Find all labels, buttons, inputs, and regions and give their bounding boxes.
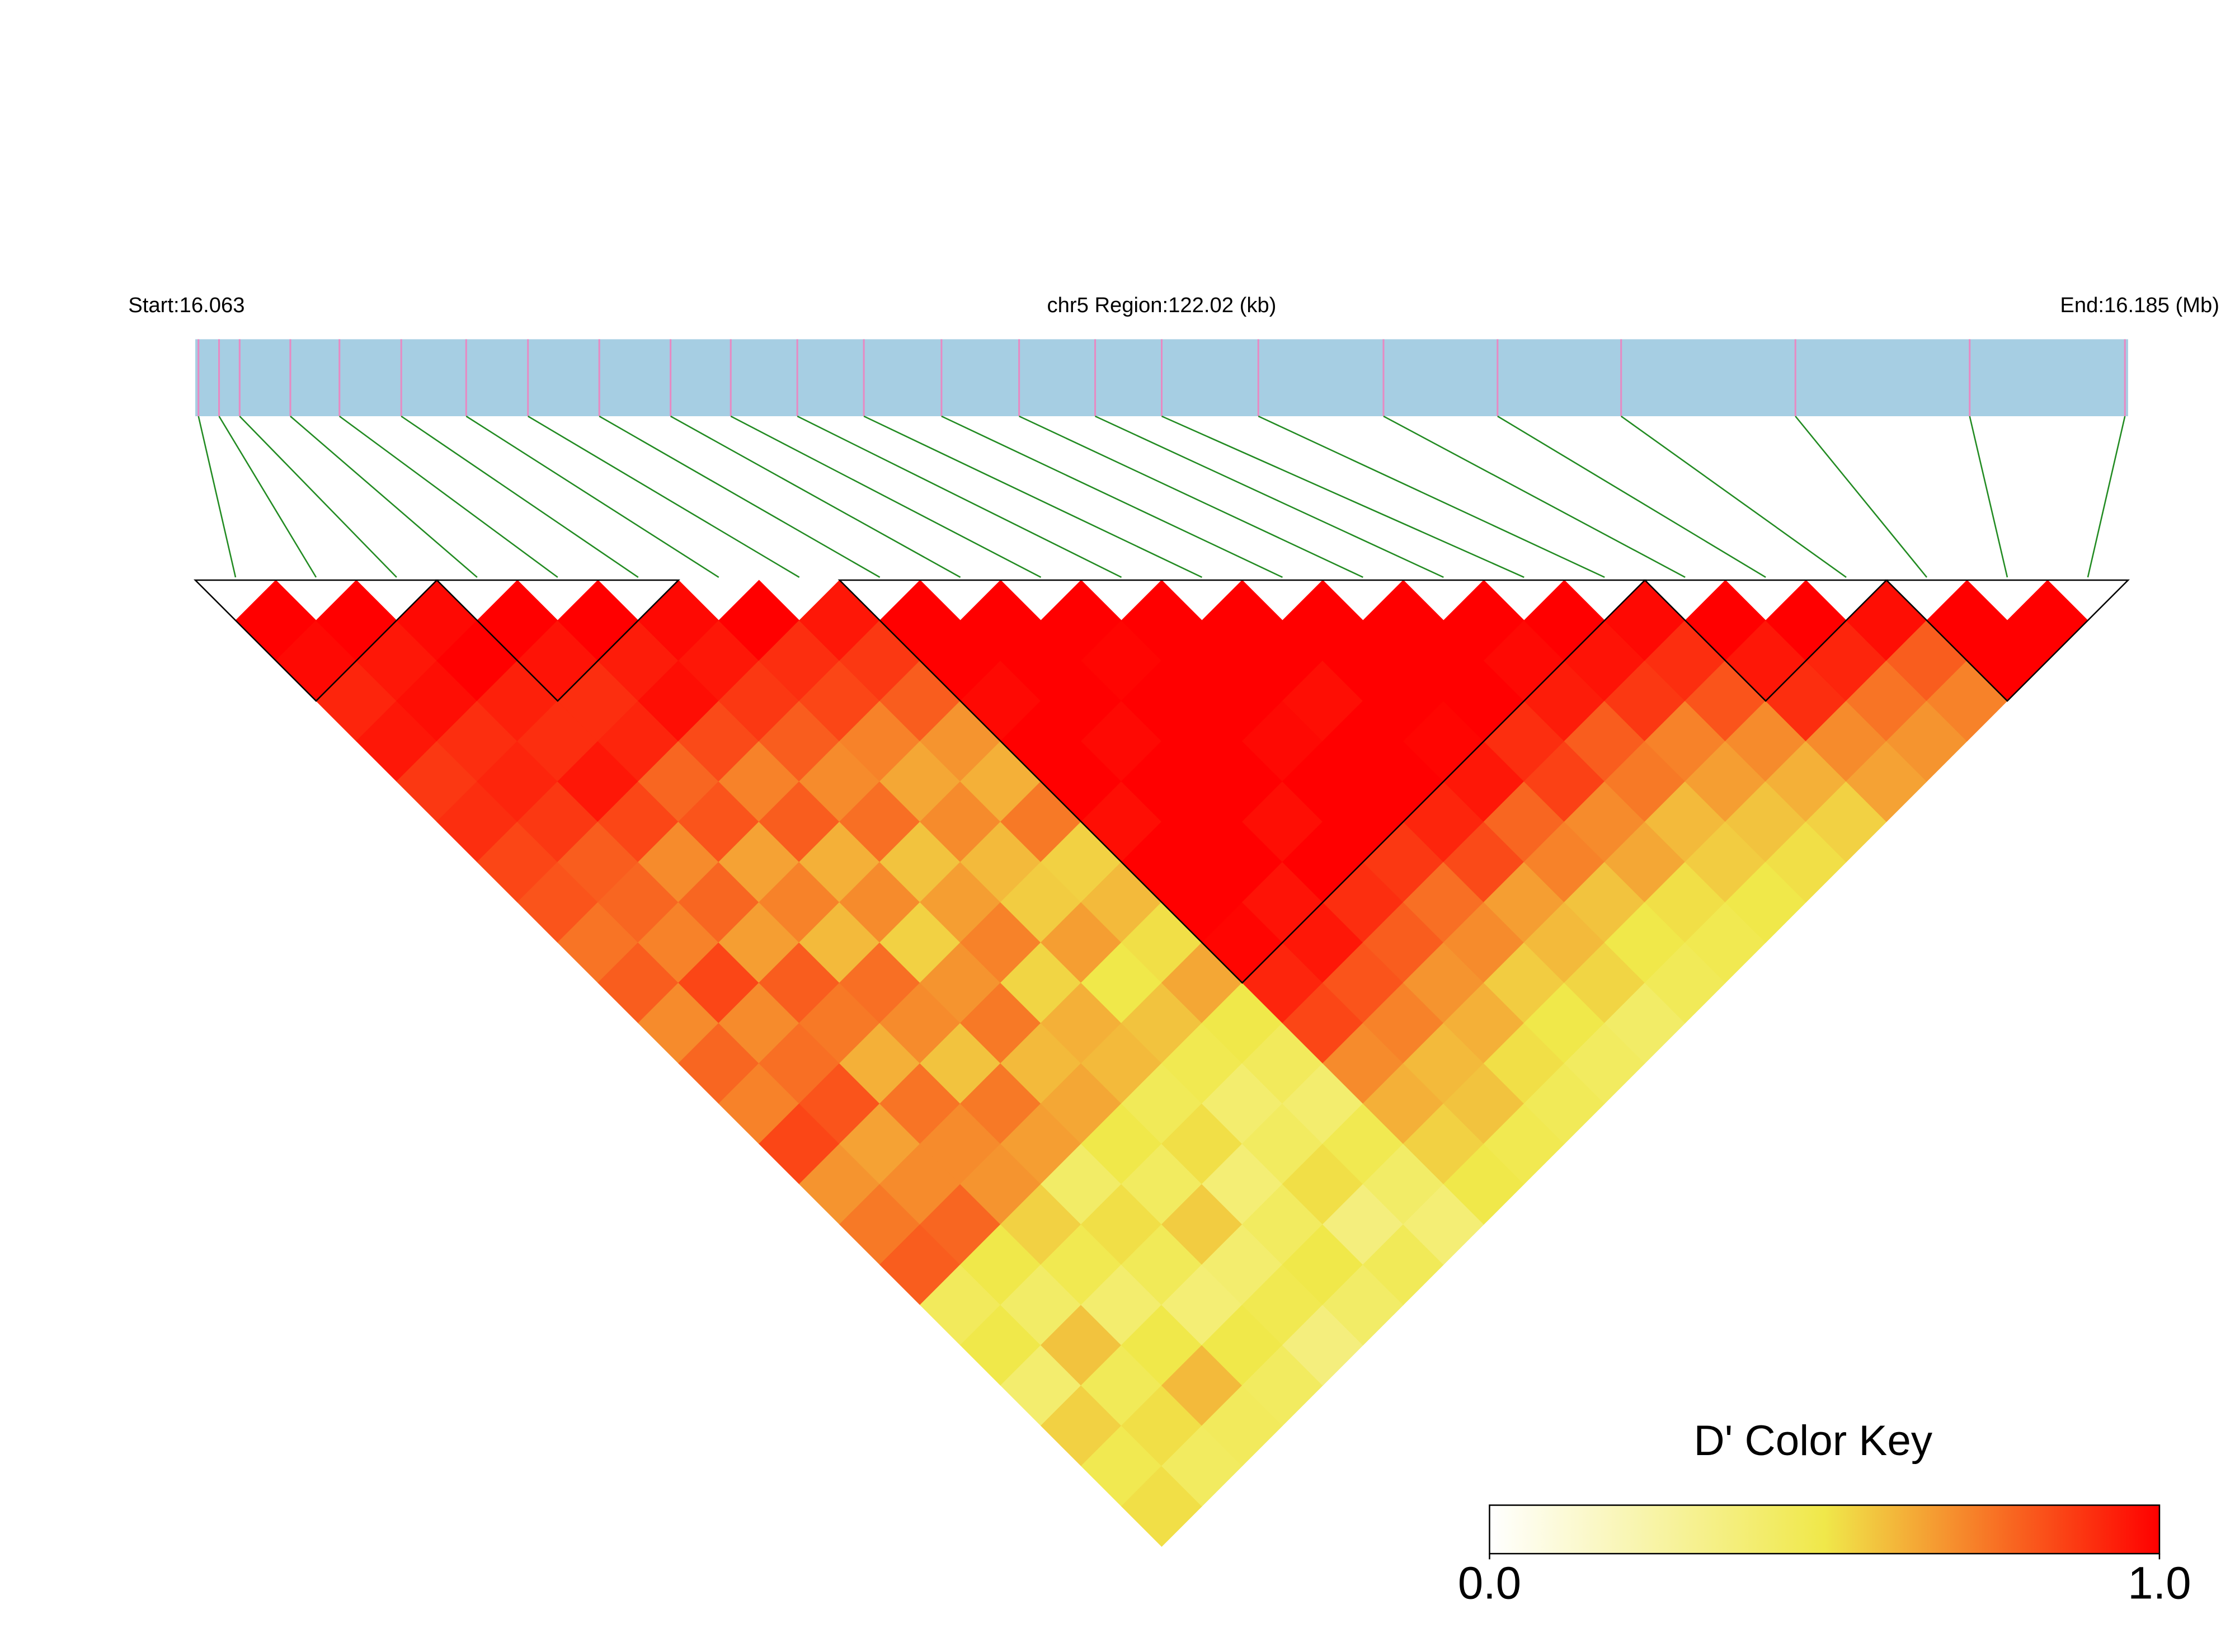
snp-connector [197, 416, 237, 578]
colorbar-tick-label: 1.0 [2128, 1557, 2191, 1608]
start-label: Start:16.063 [128, 293, 244, 317]
snp-connector [338, 415, 558, 578]
snp-connector [1095, 415, 1444, 578]
ld-cells [235, 580, 2088, 1547]
snp-connector [1383, 415, 1686, 578]
snp-connector [1497, 415, 1766, 578]
snp-connector [465, 415, 719, 578]
snp-connector [599, 415, 881, 578]
snp-connector [730, 415, 1042, 578]
colorbar-tick-label: 0.0 [1458, 1557, 1521, 1608]
snp-connector [290, 416, 478, 578]
ld-block [193, 579, 439, 702]
snp-connector [1258, 415, 1605, 578]
snp-connector [401, 415, 639, 578]
snp-connector [1620, 415, 1847, 578]
snp-connector [863, 415, 1203, 578]
colorbar-title: D' Color Key [1694, 1417, 1933, 1465]
snp-connector [941, 415, 1283, 578]
snp-connector [2087, 416, 2126, 578]
snp-connector [239, 416, 397, 578]
snp-connector [1019, 415, 1363, 578]
region-label: chr5 Region:122.02 (kb) [1047, 293, 1277, 317]
snp-connector [1969, 416, 2008, 578]
snp-connector [218, 416, 317, 578]
end-label: End:16.185 (Mb) [2060, 293, 2219, 317]
snp-connector [1795, 416, 1928, 578]
snp-connector [528, 415, 800, 578]
ld-block [1884, 579, 2130, 702]
snp-connector [670, 415, 961, 578]
colorbar [1489, 1504, 2161, 1555]
snp-connector [797, 415, 1122, 578]
snp-connector [1161, 415, 1524, 578]
ld-block [435, 579, 680, 702]
ld-block [837, 579, 1647, 984]
ld-block [1643, 579, 1889, 702]
